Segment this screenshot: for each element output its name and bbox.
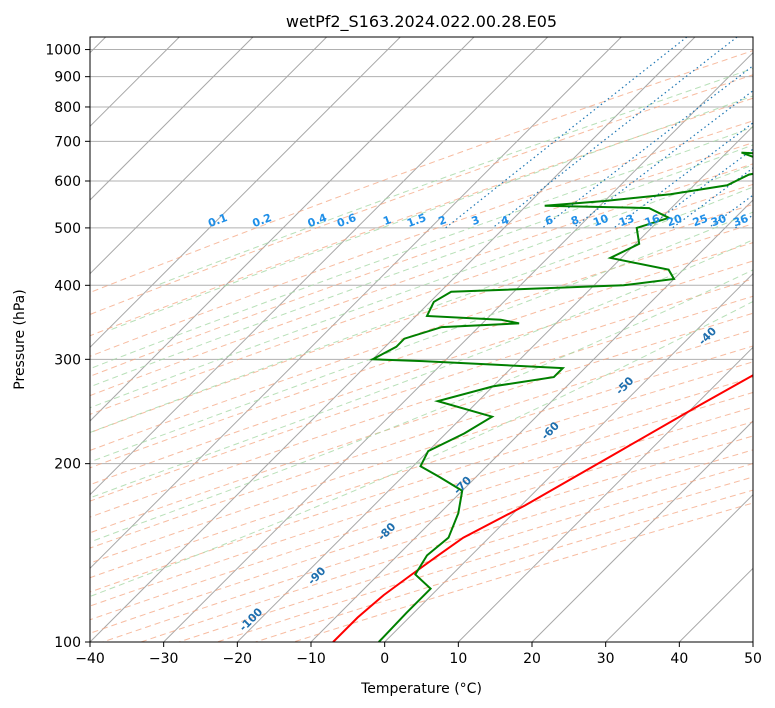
moist-adiabat-line [90,126,753,370]
mixing-ratio-label: 36 [731,212,750,230]
dewpoint-profile-line [368,151,753,642]
mixing-ratio-line [492,37,738,229]
mixing-ratio-label: 13 [617,212,636,229]
y-tick-label: 300 [54,352,81,368]
dry-adiabat-line [90,312,753,534]
isotherm-line [90,37,622,570]
plot-area: -100-90-80-70-60-50-40-30-20-10010203040… [90,37,753,642]
isotherm-line [605,493,753,642]
x-tick-label: −40 [75,651,105,667]
moist-adiabat-line [156,67,753,286]
y-tick-label: 1000 [45,43,81,59]
dry-adiabat-line [90,120,753,357]
dry-adiabat-line [90,97,753,337]
mixing-ratio-label: 20 [665,212,684,230]
mixing-ratio-label: 0.4 [306,211,329,230]
isotherm-line [90,37,549,496]
isotherm-line [90,37,328,275]
y-tick-label: 500 [54,221,81,237]
y-tick-label: 100 [54,635,81,651]
mixing-ratio-label: 30 [709,212,728,230]
moist-adiabat-line [90,144,753,388]
dry-adiabat-line [90,278,753,502]
dry-adiabat-line [90,163,753,397]
mixing-ratio-label: 0.2 [251,211,274,230]
axis-ticks: −40 −30 −20 −10 0 10 20 30 40 5010020030040050060… [45,43,762,667]
isotherm-line [236,125,753,642]
dry-adiabat-line [90,183,753,415]
mixing-ratio-label: 1 [381,213,393,228]
axes-border [89,36,754,643]
isotherm-line [384,272,753,642]
isotherm-line [163,51,753,642]
x-tick-label: 0 [380,651,389,667]
dry-adiabat-line [90,223,753,451]
mixing-ratio-label: 10 [591,212,610,230]
mixing-ratio-line [647,148,753,229]
mixing-ratio-label: 25 [691,212,710,229]
mixing-ratio-label: 0.1 [206,211,229,230]
axes-frame [89,36,754,643]
x-tick-label: 40 [670,651,688,667]
mixing-ratio-label: 8 [569,213,581,228]
y-tick-label: 600 [54,174,81,190]
x-tick-label: 20 [523,651,541,667]
isotherm-line [310,199,753,642]
mixing-ratio-label: 1.5 [405,211,428,230]
isotherm-line [531,420,753,642]
mixing-ratio-label: 16 [643,212,662,230]
x-tick-label: −20 [223,651,253,667]
mixing-ratio-line [572,89,753,229]
isotherm-line [457,346,753,642]
mixing-ratio-label: 4 [499,213,511,228]
isotherm-line [90,37,254,201]
moist-adiabat-line [90,164,753,409]
chart-title: wetPf2_S163.2024.022.00.28.E05 [286,12,557,32]
moist-adiabat-line [90,239,753,499]
dry-adiabat-line [90,50,753,294]
y-tick-label: 900 [54,70,81,86]
x-tick-label: −30 [149,651,179,667]
x-axis-title: Temperature (°C) [360,681,482,697]
mixing-ratio-label: 6 [543,213,555,228]
y-tick-label: 700 [54,134,81,150]
dry-adiabat-line [90,329,753,549]
y-tick-label: 400 [54,278,81,294]
dry-adiabat-line [90,142,753,377]
mixing-ratio-label: 3 [470,213,482,228]
x-tick-label: −10 [296,651,326,667]
isotherm-line [90,37,401,349]
mixing-ratio-label: 2 [437,213,449,228]
dry-adiabat-line [90,74,753,316]
y-axis-title: Pressure (hPa) [12,289,28,389]
mixing-ratio-line [445,37,688,229]
moist-adiabat-line [90,186,753,434]
x-tick-label: 30 [597,651,615,667]
y-tick-label: 800 [54,100,81,116]
x-tick-label: 50 [744,651,762,667]
y-tick-label: 200 [54,457,81,473]
isotherm-line [90,37,475,422]
temperature-profile-line [332,374,753,642]
x-tick-label: 10 [449,651,467,667]
mixing-ratio-label: 0.6 [335,211,358,230]
dry-adiabat-line [90,361,753,579]
dry-adiabat-line [90,376,753,593]
isotherm-line [90,37,696,642]
dry-adiabat-line [90,242,753,469]
